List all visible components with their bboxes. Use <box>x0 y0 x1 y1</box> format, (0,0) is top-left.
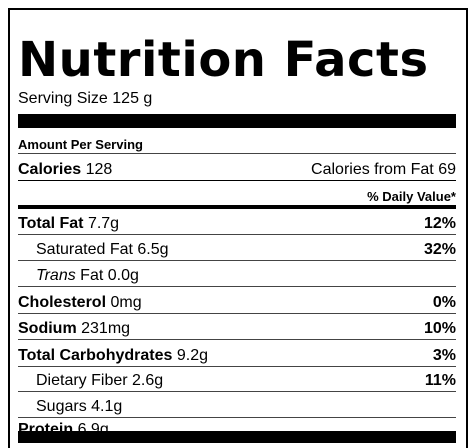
nutrient-name: Saturated Fat 6.5g <box>36 241 169 259</box>
nutrient-label: Total Carbohydrates <box>18 347 173 364</box>
nutrient-row-dietary-fiber: Dietary Fiber 2.6g 11% <box>18 366 456 392</box>
nutrient-row-total-fat: Total Fat 7.7g 12% <box>18 209 456 235</box>
nutrient-label: Sodium <box>18 320 77 337</box>
nutrient-dv: 3% <box>432 347 456 364</box>
nutrient-amount: 7.7g <box>87 215 120 232</box>
serving-size-value: 125 g <box>112 90 153 107</box>
calories: Calories 128 <box>18 161 112 179</box>
amount-per-serving: Amount Per Serving <box>18 137 143 152</box>
nutrient-name: Dietary Fiber 2.6g <box>36 372 163 390</box>
calories-row: Calories 128 Calories from Fat 69 <box>18 153 456 181</box>
calories-label: Calories <box>18 161 82 178</box>
nutrient-label: Saturated Fat <box>36 241 133 258</box>
nutrient-row-saturated-fat: Saturated Fat 6.5g 32% <box>18 234 456 261</box>
nutrient-amount: 231mg <box>81 320 131 337</box>
calories-value: 128 <box>85 161 113 178</box>
nutrient-name: Trans Fat 0.0g <box>36 267 139 285</box>
nutrient-amount: 6.5g <box>137 241 169 258</box>
nutrient-dv: 10% <box>423 320 456 337</box>
nutrient-dv: 0% <box>432 294 456 311</box>
nutrient-name: Cholesterol 0mg <box>18 294 142 312</box>
nutrient-row-trans-fat: Trans Fat 0.0g <box>18 260 456 287</box>
serving-size: Serving Size 125 g <box>18 90 152 108</box>
nutrient-dv: 11% <box>424 372 456 389</box>
nutrient-amount: 0.0g <box>107 267 139 284</box>
thick-divider <box>18 114 456 128</box>
nutrient-amount: 0mg <box>110 294 142 311</box>
nutrient-dv: 12% <box>423 215 456 232</box>
daily-value-header-row: % Daily Value* <box>18 180 456 206</box>
nutrient-amount: 2.6g <box>132 372 164 389</box>
nutrient-row-sodium: Sodium 231mg 10% <box>18 313 456 340</box>
nutrient-label: Total Fat <box>18 215 84 232</box>
nutrient-amount: 4.1g <box>91 398 123 415</box>
nutrient-name: Sodium 231mg <box>18 320 130 338</box>
daily-value-header: % Daily Value* <box>367 189 456 204</box>
amount-per-serving-row: Amount Per Serving <box>18 128 456 154</box>
nutrient-amount: 9.2g <box>176 347 208 364</box>
nutrient-row-total-carbohydrates: Total Carbohydrates 9.2g 3% <box>18 339 456 367</box>
nutrient-name: Total Fat 7.7g <box>18 215 119 233</box>
nutrient-row-sugars: Sugars 4.1g <box>18 391 456 418</box>
bottom-thick-divider <box>18 431 456 443</box>
calories-from-fat: Calories from Fat 69 <box>311 161 456 179</box>
label-title: Nutrition Facts <box>18 32 429 88</box>
nutrient-label: Cholesterol <box>18 294 107 311</box>
nutrient-name: Sugars 4.1g <box>36 398 122 416</box>
calories-from-fat-value: 69 <box>438 161 456 178</box>
nutrient-label-italic: Trans <box>36 267 76 284</box>
calories-from-fat-label: Calories from Fat <box>311 161 434 178</box>
medium-divider <box>18 205 456 209</box>
serving-size-label: Serving Size <box>18 90 108 107</box>
nutrient-label: Dietary Fiber <box>36 372 128 389</box>
nutrient-dv: 32% <box>423 241 456 258</box>
nutrient-row-cholesterol: Cholesterol 0mg 0% <box>18 286 456 314</box>
nutrient-label: Fat <box>80 267 104 284</box>
nutrient-name: Total Carbohydrates 9.2g <box>18 347 208 365</box>
nutrient-label: Sugars <box>36 398 87 415</box>
nutrition-label: Nutrition Facts Serving Size 125 g Amoun… <box>8 8 468 448</box>
